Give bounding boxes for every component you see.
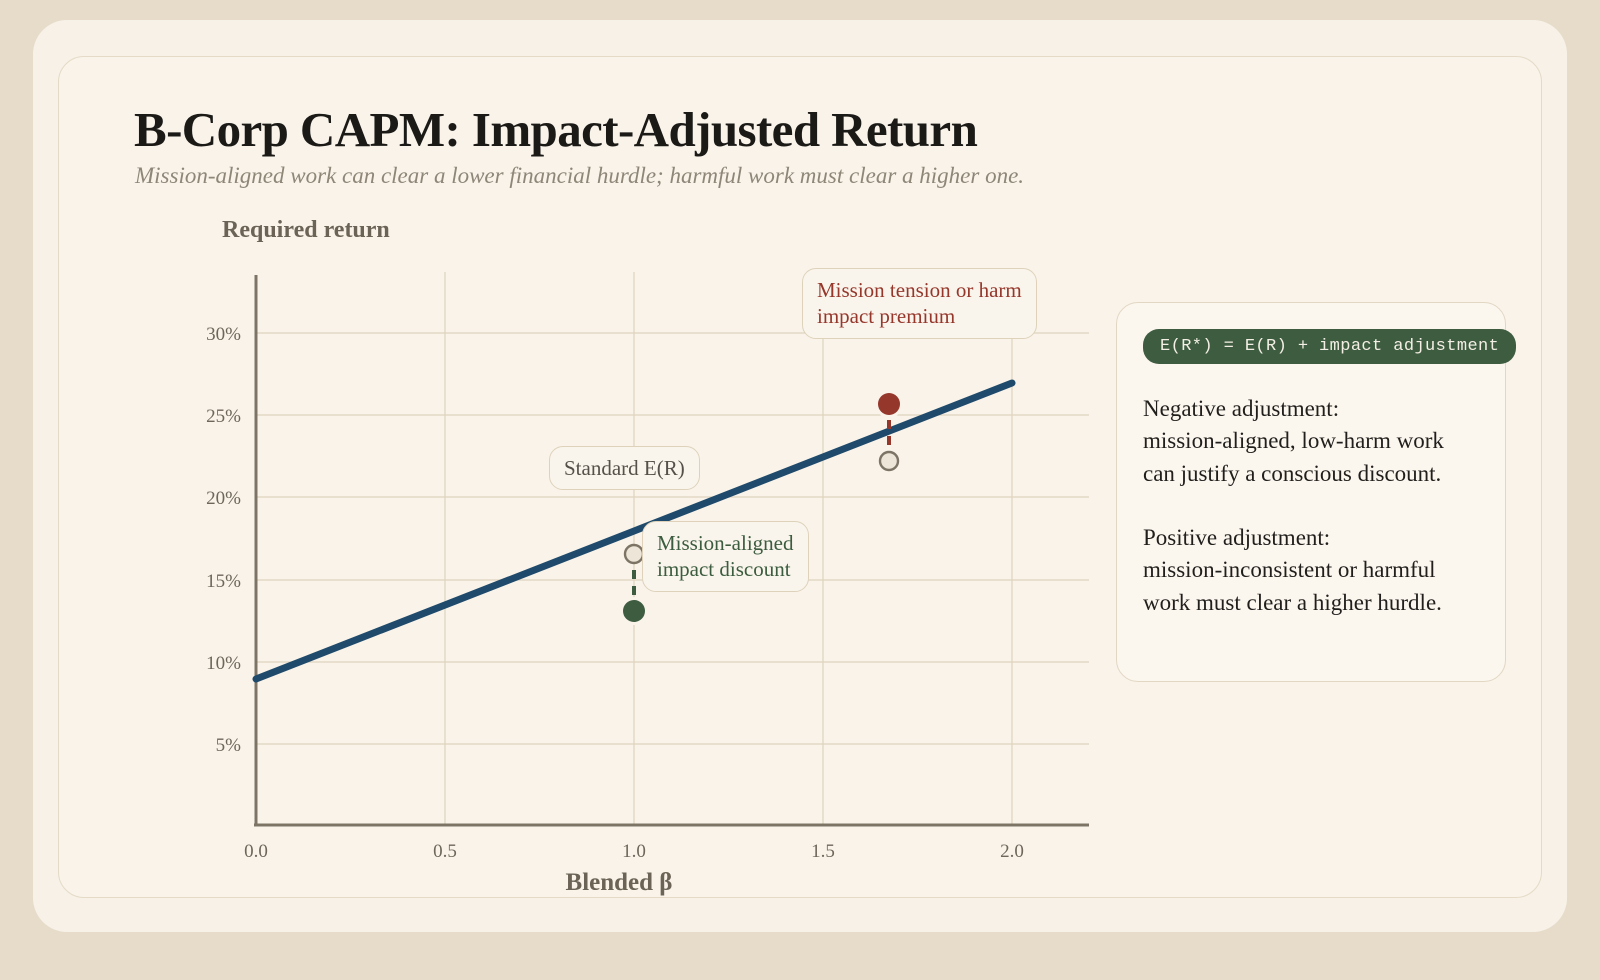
chart-area: Required return Blended β	[59, 57, 1543, 899]
svg-text:15%: 15%	[206, 571, 241, 592]
svg-text:0.0: 0.0	[244, 841, 268, 862]
standard-er-marker	[623, 543, 645, 565]
svg-text:5%: 5%	[216, 735, 242, 756]
grid-horizontal	[256, 332, 1089, 745]
outer-card: B-Corp CAPM: Impact-Adjusted Return Miss…	[33, 20, 1567, 932]
positive-adjustment-text: Positive adjustment: mission-inconsisten…	[1143, 525, 1442, 615]
callout-impact-premium: Mission tension or harm impact premium	[802, 268, 1037, 339]
negative-adjustment-text: Negative adjustment: mission-aligned, lo…	[1143, 396, 1444, 486]
svg-text:0.5: 0.5	[433, 841, 457, 862]
svg-text:2.0: 2.0	[1000, 841, 1024, 862]
slide-card: B-Corp CAPM: Impact-Adjusted Return Miss…	[58, 56, 1542, 898]
discount-marker	[623, 600, 645, 622]
capm-chart-svg: 30% 25% 20% 15% 10% 5% 0.0 0.5 1.0 1.5 2…	[206, 272, 1089, 862]
y-tick-labels: 30% 25% 20% 15% 10% 5%	[206, 324, 241, 756]
harm-baseline-marker	[878, 450, 900, 472]
svg-text:25%: 25%	[206, 406, 241, 427]
page-subtitle: Mission-aligned work can clear a lower f…	[135, 163, 1025, 188]
svg-text:1.5: 1.5	[811, 841, 835, 862]
svg-text:20%: 20%	[206, 488, 241, 509]
callout-impact-discount: Mission-aligned impact discount	[642, 521, 809, 592]
svg-text:1.0: 1.0	[622, 841, 646, 862]
premium-marker	[878, 393, 900, 415]
svg-text:30%: 30%	[206, 324, 241, 345]
axis-spines	[254, 275, 1089, 827]
y-axis-title: Required return	[222, 217, 390, 243]
x-axis-title: Blended β	[565, 869, 673, 896]
formula-badge: E(R*) = E(R) + impact adjustment	[1143, 329, 1517, 364]
explanation-panel: E(R*) = E(R) + impact adjustment Negativ…	[1116, 302, 1517, 682]
svg-text:10%: 10%	[206, 653, 241, 674]
security-market-line	[252, 379, 1016, 683]
callout-standard-er: Standard E(R)	[549, 446, 700, 491]
page-title: B-Corp CAPM: Impact-Adjusted Return	[134, 102, 978, 157]
x-tick-labels: 0.0 0.5 1.0 1.5 2.0	[244, 841, 1024, 862]
